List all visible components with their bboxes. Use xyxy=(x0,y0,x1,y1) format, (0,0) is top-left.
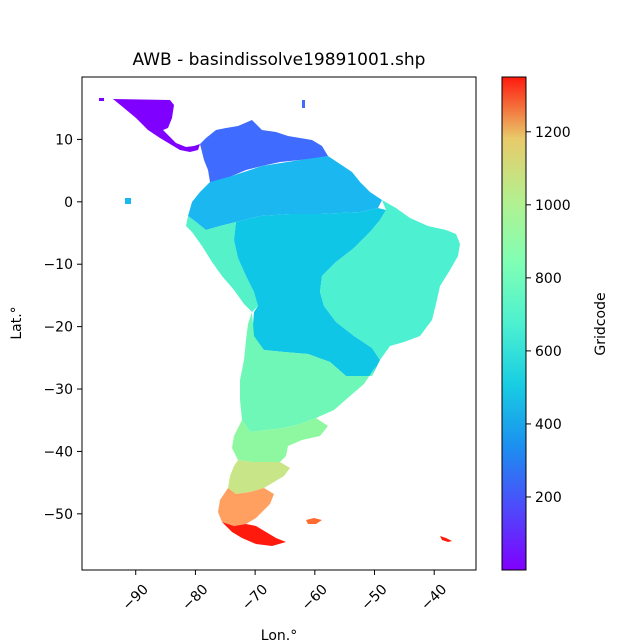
y-tick-label: −50 xyxy=(43,507,73,523)
y-tick-label: −10 xyxy=(43,257,73,273)
region-northern-andes xyxy=(188,156,382,230)
colorbar-tick-label: 1200 xyxy=(535,125,571,141)
colorbar-ticks: 200 400 600 800 1000 1200 xyxy=(526,125,571,506)
region-galapagos xyxy=(125,198,131,204)
region-islet-north xyxy=(302,100,305,108)
chart-title: AWB - basindissolve19891001.shp xyxy=(133,50,426,70)
region-central-argentina xyxy=(232,418,328,462)
y-tick-label: 10 xyxy=(55,132,73,148)
map-regions xyxy=(99,98,460,546)
region-patagonia-north xyxy=(228,460,290,494)
y-tick-label: −30 xyxy=(43,382,73,398)
region-patagonia-south xyxy=(218,488,274,526)
x-tick-label: −90 xyxy=(120,582,152,614)
region-falklands xyxy=(306,518,322,524)
region-northern-argentina xyxy=(240,312,376,432)
y-tick-label: −20 xyxy=(43,320,73,336)
x-axis-ticks: −90 −80 −70 −60 −50 −40 xyxy=(120,570,450,614)
x-tick-label: −50 xyxy=(358,582,390,614)
region-pacific-coast xyxy=(186,216,258,312)
colorbar-label: Gridcode xyxy=(593,292,609,355)
colorbar-tick-label: 400 xyxy=(535,417,562,433)
x-tick-label: −40 xyxy=(418,582,450,614)
map-axes-frame xyxy=(81,76,477,571)
y-axis-ticks: 10 0 −10 −20 −30 −40 −50 xyxy=(43,132,82,523)
region-eastern-brazil xyxy=(320,200,460,360)
region-colombia-venezuela xyxy=(200,120,328,182)
y-tick-label: 0 xyxy=(64,195,73,211)
colorbar-tick-label: 600 xyxy=(535,344,562,360)
region-central-america xyxy=(113,99,200,152)
region-south-georgia xyxy=(440,536,452,542)
x-tick-label: −70 xyxy=(239,582,271,614)
colorbar-tick-label: 1000 xyxy=(535,198,571,214)
region-central-america-islet xyxy=(99,98,104,101)
region-amazon xyxy=(234,208,386,376)
colorbar-tick-label: 200 xyxy=(535,490,562,506)
x-tick-label: −80 xyxy=(179,582,211,614)
region-tierra-del-fuego xyxy=(222,522,286,546)
x-axis-label: Lon.° xyxy=(261,628,297,640)
colorbar xyxy=(501,76,527,571)
y-tick-label: −40 xyxy=(43,444,73,460)
colorbar-tick-label: 800 xyxy=(535,271,562,287)
x-tick-label: −60 xyxy=(299,582,331,614)
y-axis-label: Lat.° xyxy=(9,306,25,339)
